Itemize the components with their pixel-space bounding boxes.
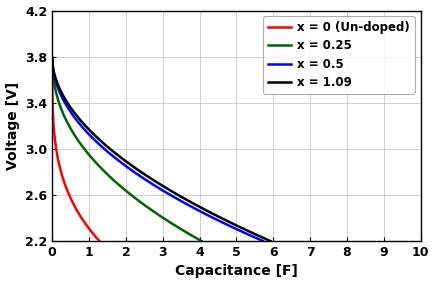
x = 0 (Un-doped) bbox=[78, 214, 83, 218]
x = 0 (Un-doped) bbox=[72, 205, 77, 208]
x = 0.5 bbox=[260, 239, 265, 243]
x = 0.25 bbox=[198, 239, 204, 243]
x = 1.09 bbox=[267, 239, 273, 243]
x = 1.09 bbox=[154, 181, 159, 184]
x = 1.09 bbox=[262, 237, 267, 240]
x = 0.25 bbox=[120, 187, 125, 190]
x = 0.25 bbox=[171, 224, 177, 227]
x = 0 (Un-doped) bbox=[95, 238, 101, 241]
x = 0.25 bbox=[195, 237, 200, 241]
x = 1.09 bbox=[153, 180, 158, 183]
X-axis label: Capacitance [F]: Capacitance [F] bbox=[174, 264, 297, 278]
x = 0 (Un-doped) bbox=[96, 239, 102, 243]
Legend: x = 0 (Un-doped), x = 0.25, x = 0.5, x = 1.09: x = 0 (Un-doped), x = 0.25, x = 0.5, x =… bbox=[263, 16, 414, 94]
x = 0.25 bbox=[130, 195, 135, 198]
x = 1.09 bbox=[179, 196, 184, 199]
x = 0.5 bbox=[174, 197, 180, 201]
Line: x = 0.5: x = 0.5 bbox=[52, 58, 263, 241]
x = 0.5 bbox=[149, 182, 155, 186]
x = 0 (Un-doped) bbox=[72, 204, 77, 208]
Line: x = 0 (Un-doped): x = 0 (Un-doped) bbox=[52, 60, 99, 241]
x = 0 (Un-doped) bbox=[88, 229, 93, 233]
Y-axis label: Voltage [V]: Voltage [V] bbox=[6, 82, 20, 170]
x = 0.5 bbox=[151, 183, 156, 187]
x = 0 (Un-doped) bbox=[75, 210, 80, 214]
x = 1.09 bbox=[49, 56, 55, 60]
x = 0.5 bbox=[163, 191, 168, 194]
x = 0.25 bbox=[49, 56, 55, 60]
x = 0.25 bbox=[138, 201, 143, 204]
x = 0 (Un-doped) bbox=[49, 58, 55, 61]
Line: x = 0.25: x = 0.25 bbox=[52, 58, 201, 241]
Line: x = 1.09: x = 1.09 bbox=[52, 58, 270, 241]
x = 1.09 bbox=[167, 189, 172, 192]
x = 0.5 bbox=[49, 56, 55, 60]
x = 0.25 bbox=[121, 187, 126, 191]
x = 0.5 bbox=[222, 222, 227, 225]
x = 0.5 bbox=[255, 237, 260, 241]
x = 1.09 bbox=[228, 221, 233, 225]
